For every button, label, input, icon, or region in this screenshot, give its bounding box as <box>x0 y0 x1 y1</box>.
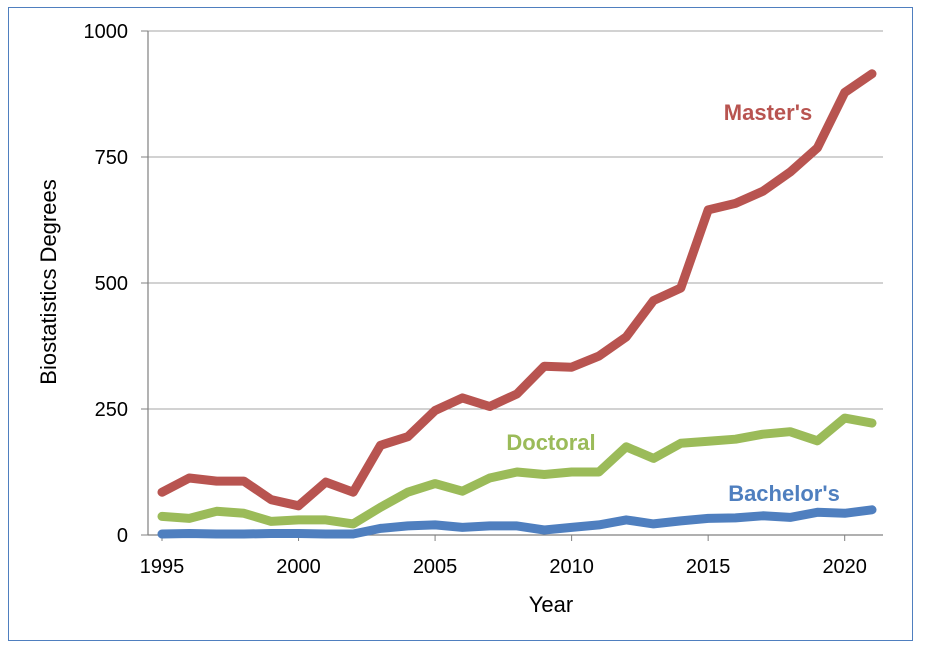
y-tick-label: 750 <box>95 147 128 169</box>
y-tick-label: 250 <box>95 399 128 421</box>
x-tick-label: 2005 <box>413 556 458 578</box>
series-label-bachelors: Bachelor's <box>728 481 840 506</box>
x-tick-label: 2000 <box>276 556 321 578</box>
y-tick-labels: 0 250 500 750 1000 <box>84 21 129 547</box>
series-lines <box>157 69 877 539</box>
y-tick-label: 0 <box>117 525 128 547</box>
x-tick-label: 2015 <box>686 556 731 578</box>
series-label-masters: Master's <box>724 100 812 125</box>
x-axis-title: Year <box>529 592 573 617</box>
x-tick-label: 2020 <box>822 556 867 578</box>
x-tick-label: 1995 <box>140 556 185 578</box>
y-tick-label: 1000 <box>84 21 129 43</box>
series-line-bachelors <box>157 505 877 539</box>
x-tick-label: 2010 <box>549 556 594 578</box>
y-tick-label: 500 <box>95 273 128 295</box>
y-axis-title: Biostatistics Degrees <box>36 179 61 384</box>
x-tick-labels: 1995 2000 2005 2010 2015 2020 <box>140 556 867 578</box>
series-label-doctoral: Doctoral <box>506 430 595 455</box>
series-line-masters <box>157 69 877 511</box>
series-line-doctoral <box>157 413 877 529</box>
gridlines <box>148 30 883 410</box>
